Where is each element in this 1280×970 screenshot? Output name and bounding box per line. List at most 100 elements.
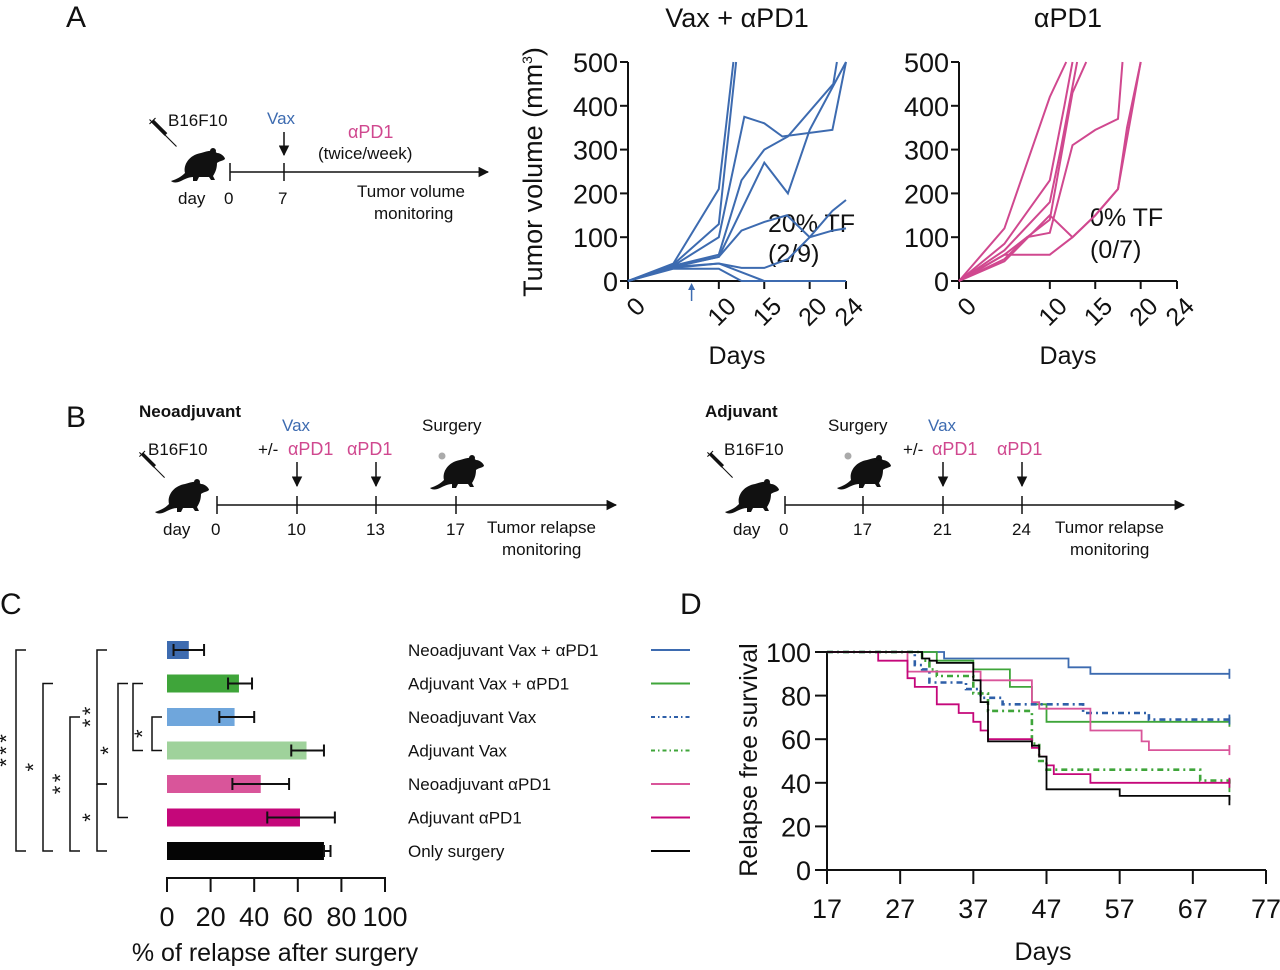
cell-line-label: B16F10 <box>724 440 784 459</box>
tumor-growth-line <box>627 267 846 282</box>
legend-label: Adjuvant Vax + αPD1 <box>408 675 569 694</box>
legend-label: Neoadjuvant Vax + αPD1 <box>408 641 599 660</box>
tumor-removed-icon <box>438 452 446 460</box>
monitor-label-line2: monitoring <box>1070 540 1149 559</box>
x-axis-label: Days <box>709 342 766 370</box>
x-tick-label: 37 <box>958 894 988 924</box>
x-tick-label: 10 <box>1033 292 1072 331</box>
x-tick-label: 24 <box>830 292 870 332</box>
chart-relapse-bars: % of relapse after surgery 0 20 40 60 80 100 … <box>0 641 690 967</box>
tick-day-24: 24 <box>1012 520 1031 539</box>
significance-star: * <box>78 706 103 715</box>
legend-label: Only surgery <box>408 842 505 861</box>
chart-vax-apd1: Vax + αPD1 Tumor volume (mm3) Days 20% T… <box>518 3 869 370</box>
y-tick-label: 300 <box>573 136 618 166</box>
significance-bracket <box>42 682 53 852</box>
significance-star: * <box>48 785 73 794</box>
significance-star: * <box>130 729 155 738</box>
day-label: day <box>178 189 206 208</box>
tumor-growth-line <box>958 61 1074 282</box>
legend-label: Neoadjuvant αPD1 <box>408 775 551 794</box>
tumor-free-annotation: 20% TF <box>768 210 855 238</box>
significance-bracket <box>117 682 128 819</box>
significance-star: * <box>0 734 19 743</box>
surgery-label: Surgery <box>422 416 482 435</box>
panel-letter-d: D <box>680 588 702 621</box>
x-tick-label: 57 <box>1105 894 1135 924</box>
cell-line-label: B16F10 <box>148 440 208 459</box>
y-tick-label: 300 <box>904 136 949 166</box>
y-tick-label: 500 <box>904 48 949 78</box>
x-tick-label: 15 <box>748 292 787 331</box>
significance-bracket <box>132 682 143 752</box>
x-tick-label: 27 <box>885 894 915 924</box>
vax-label: Vax <box>267 109 296 128</box>
plus-minus-label: +/- <box>903 440 923 459</box>
x-axis-label: % of relapse after surgery <box>132 939 419 967</box>
x-tick-label: 60 <box>283 902 313 932</box>
y-tick-label: 400 <box>573 92 618 122</box>
tumor-growth-line <box>627 214 847 282</box>
surgery-label: Surgery <box>828 416 888 435</box>
mouse-icon <box>725 479 779 514</box>
x-tick-label: 0 <box>159 902 174 932</box>
survival-curve <box>827 650 1231 788</box>
significance-star: * <box>78 718 103 727</box>
x-tick-label: 20 <box>1124 292 1163 331</box>
y-axis-label: Tumor volume (mm3) <box>518 47 548 297</box>
survival-curve <box>827 650 1230 721</box>
y-axis-label: Relapse free survival <box>735 643 763 876</box>
significance-star: * <box>0 746 19 755</box>
monitor-label-line1: Tumor relapse <box>487 518 596 537</box>
y-tick-label: 100 <box>904 223 949 253</box>
tick-day-13: 13 <box>366 520 385 539</box>
significance-bracket <box>96 649 107 785</box>
tick-day-21: 21 <box>933 520 952 539</box>
significance-star: * <box>96 746 121 755</box>
neoadjuvant-title: Neoadjuvant <box>139 402 241 421</box>
legend-label: Neoadjuvant Vax <box>408 708 537 727</box>
apd1-label-2: αPD1 <box>997 439 1042 459</box>
plus-minus-label: +/- <box>258 440 278 459</box>
x-tick-label: 47 <box>1031 894 1061 924</box>
tick-day-17: 17 <box>446 520 465 539</box>
monitor-label-line2: monitoring <box>502 540 581 559</box>
y-tick-label: 0 <box>603 267 618 297</box>
legend-label: Adjuvant αPD1 <box>408 809 522 828</box>
chart-title: Vax + αPD1 <box>665 3 808 33</box>
vax-arrowhead <box>688 283 696 290</box>
significance-star: * <box>0 758 19 767</box>
tick-day-17: 17 <box>853 520 872 539</box>
neoadjuvant-schematic: Neoadjuvant B16F10 Vax +/- αPD1 αPD1 Sur… <box>139 402 618 559</box>
x-tick-label: 10 <box>702 292 741 331</box>
vax-label: Vax <box>928 416 957 435</box>
chart-title: αPD1 <box>1034 3 1102 33</box>
x-tick-label: 80 <box>326 902 356 932</box>
tumor-growth-line <box>627 61 735 282</box>
mouse-surgery-icon <box>430 455 484 490</box>
apd1-label-1: αPD1 <box>288 439 333 459</box>
x-tick-label: 20 <box>793 292 832 331</box>
significance-bracket <box>15 649 26 852</box>
panel-letter-c: C <box>0 588 22 621</box>
x-axis-label: Days <box>1040 342 1097 370</box>
mouse-icon <box>155 479 209 514</box>
apd1-label-2: αPD1 <box>347 439 392 459</box>
y-tick-label: 100 <box>573 223 618 253</box>
bar <box>167 775 261 793</box>
tumor-growth-line <box>627 61 847 282</box>
y-tick-label: 400 <box>904 92 949 122</box>
tick-day-7: 7 <box>278 189 287 208</box>
adjuvant-title: Adjuvant <box>705 402 778 421</box>
tick-day-0: 0 <box>779 520 788 539</box>
y-tick-label: 100 <box>766 638 811 668</box>
apd1-label-1: αPD1 <box>932 439 977 459</box>
bar <box>167 842 324 860</box>
x-tick-label: 15 <box>1079 292 1118 331</box>
panel-a-schematic: B16F10 Vax αPD1 (twice/week) day 0 7 Tum… <box>150 109 490 223</box>
tick-day-0: 0 <box>211 520 220 539</box>
y-tick-label: 200 <box>904 179 949 209</box>
x-tick-label: 40 <box>239 902 269 932</box>
